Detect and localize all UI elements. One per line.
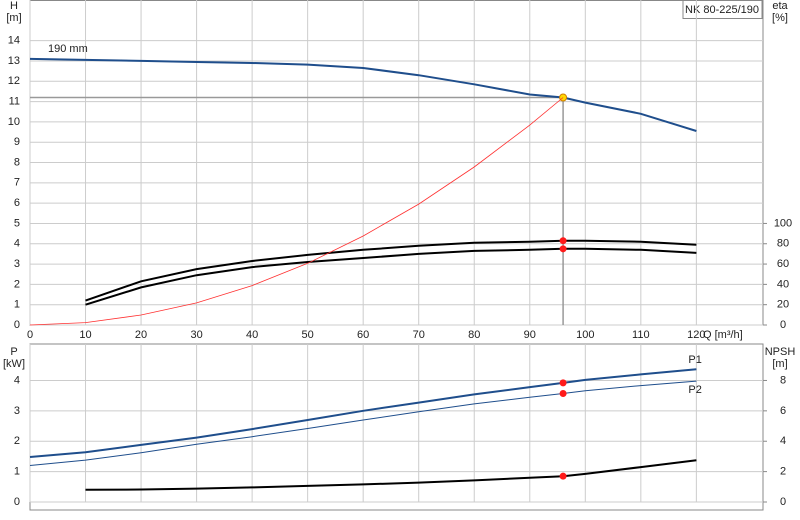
curve bbox=[29, 368, 697, 458]
y-tick-label: 3 bbox=[14, 405, 20, 417]
curve bbox=[85, 247, 697, 306]
y-tick-label: 4 bbox=[14, 374, 20, 386]
duty-point bbox=[559, 245, 567, 253]
x-tick-label: 10 bbox=[79, 329, 91, 341]
y2-tick-label: 0 bbox=[780, 496, 786, 508]
y-tick-label: 6 bbox=[14, 197, 20, 209]
y-tick-label: 4 bbox=[14, 238, 20, 250]
x-tick-label: 50 bbox=[302, 329, 314, 341]
y-tick-label: 0 bbox=[14, 496, 20, 508]
y-tick-label: 2 bbox=[14, 278, 20, 290]
duty-point bbox=[559, 472, 567, 480]
y-tick-label: 9 bbox=[14, 136, 20, 148]
y-axis-label: P bbox=[10, 346, 17, 358]
y-tick-label: 5 bbox=[14, 217, 20, 229]
x-tick-label: 20 bbox=[135, 329, 147, 341]
y2-axis-label: [m] bbox=[772, 358, 787, 370]
y-tick-label: 8 bbox=[14, 156, 20, 168]
y-tick-label: 10 bbox=[8, 116, 20, 128]
series-label: 190 mm bbox=[48, 43, 88, 55]
y2-tick-label: 2 bbox=[780, 466, 786, 478]
y-tick-label: 0 bbox=[14, 319, 20, 331]
x-tick-label: 100 bbox=[576, 329, 594, 341]
y2-tick-label: 40 bbox=[777, 278, 789, 290]
y-tick-label: 1 bbox=[14, 466, 20, 478]
x-tick-label: 30 bbox=[190, 329, 202, 341]
x-tick-label: 90 bbox=[524, 329, 536, 341]
curve bbox=[29, 380, 697, 466]
y2-tick-label: 0 bbox=[780, 319, 786, 331]
y2-axis-label: NPSH bbox=[765, 346, 796, 358]
x-tick-label: 80 bbox=[468, 329, 480, 341]
x-axis-label: Q [m³/h] bbox=[703, 329, 743, 341]
y2-tick-label: 8 bbox=[780, 374, 786, 386]
y-tick-label: 12 bbox=[8, 75, 20, 87]
y-tick-label: 1 bbox=[14, 299, 20, 311]
y2-tick-label: 4 bbox=[780, 435, 786, 447]
x-tick-label: 0 bbox=[27, 329, 33, 341]
duty-point bbox=[559, 390, 567, 398]
y-tick-label: 11 bbox=[9, 95, 20, 107]
y2-axis-label: [%] bbox=[772, 12, 788, 24]
model-label: NK 80-225/190 bbox=[685, 4, 759, 16]
y-axis-label: [kW] bbox=[3, 358, 25, 370]
curve bbox=[29, 97, 564, 326]
curve bbox=[29, 57, 697, 132]
y2-tick-label: 20 bbox=[777, 299, 789, 311]
bottom-frame bbox=[29, 343, 764, 511]
series-label: P1 bbox=[688, 354, 701, 366]
y-tick-label: 7 bbox=[14, 177, 20, 189]
y-axis-label: [m] bbox=[6, 12, 21, 24]
y2-axis-label: eta bbox=[772, 0, 788, 12]
duty-point bbox=[559, 237, 567, 245]
curve bbox=[85, 459, 697, 491]
model-box bbox=[682, 0, 763, 19]
y-tick-label: 2 bbox=[14, 435, 20, 447]
curve bbox=[85, 239, 697, 302]
x-tick-label: 60 bbox=[357, 329, 369, 341]
y2-tick-label: 100 bbox=[774, 217, 792, 229]
y2-tick-label: 60 bbox=[777, 258, 789, 270]
x-tick-label: 40 bbox=[246, 329, 258, 341]
x-tick-label: 110 bbox=[632, 329, 650, 341]
y2-tick-label: 80 bbox=[777, 238, 789, 250]
x-tick-label: 70 bbox=[413, 329, 425, 341]
duty-point bbox=[559, 379, 567, 387]
y-tick-label: 14 bbox=[8, 35, 20, 47]
y-tick-label: 3 bbox=[14, 258, 20, 270]
x-tick-label: 120 bbox=[687, 329, 705, 341]
y2-tick-label: 6 bbox=[780, 405, 786, 417]
y-tick-label: 13 bbox=[8, 55, 20, 67]
y-axis-label: H bbox=[10, 0, 18, 12]
series-label: P2 bbox=[688, 384, 701, 396]
